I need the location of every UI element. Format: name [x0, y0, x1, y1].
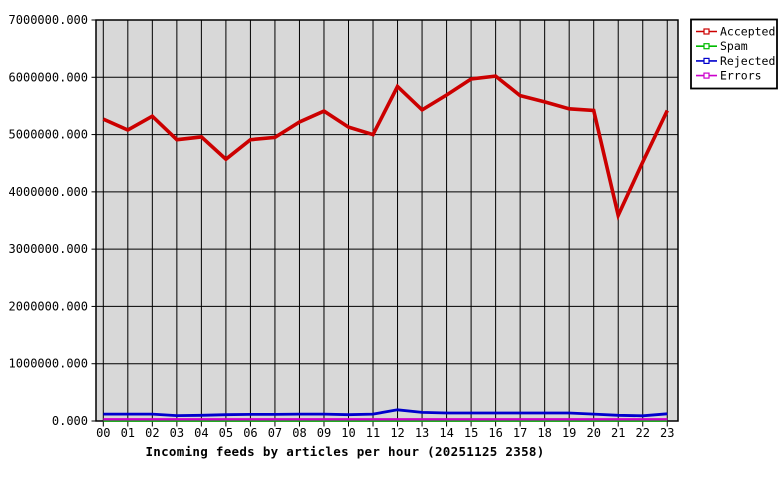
x-tick-label: 14 — [439, 426, 453, 440]
legend-marker — [703, 57, 710, 65]
series-line-rejected — [103, 408, 668, 418]
x-tick-label: 21 — [611, 426, 625, 440]
y-tick-label: 1000000.000 — [9, 357, 88, 371]
x-tick-label: 13 — [415, 426, 429, 440]
legend-marker — [703, 43, 710, 50]
x-tick-label: 22 — [636, 426, 650, 440]
legend-label: Errors — [720, 69, 762, 83]
legend-item-errors: Errors — [696, 69, 762, 83]
x-tick-label: 15 — [464, 426, 478, 440]
y-tick-label: 2000000.000 — [9, 299, 88, 313]
y-tick-label: 0.000 — [52, 414, 88, 428]
y-tick-label: 5000000.000 — [9, 128, 88, 142]
legend-item-rejected: Rejected — [696, 54, 775, 68]
y-tick-label: 3000000.000 — [9, 242, 88, 256]
x-tick-label: 07 — [268, 426, 282, 440]
legend-label: Rejected — [720, 54, 775, 68]
legend-label: Accepted — [720, 25, 775, 39]
x-tick-label: 23 — [660, 426, 674, 440]
x-tick-label: 20 — [586, 426, 600, 440]
y-tick-label: 4000000.000 — [9, 185, 88, 199]
y-tick-label: 7000000.000 — [9, 13, 88, 27]
x-tick-label: 02 — [145, 426, 159, 440]
x-tick-label: 16 — [488, 426, 502, 440]
x-tick-label: 17 — [513, 426, 527, 440]
legend-marker — [703, 72, 710, 79]
x-tick-label: 05 — [219, 426, 233, 440]
legend-label: Spam — [720, 39, 748, 53]
x-tick-label: 06 — [243, 426, 257, 440]
series-line-accepted — [102, 74, 669, 221]
x-tick-label: 08 — [292, 426, 306, 440]
x-tick-label: 11 — [366, 426, 380, 440]
x-tick-label: 03 — [170, 426, 184, 440]
plot-background — [96, 20, 678, 421]
chart-title: Incoming feeds by articles per hour (202… — [145, 444, 544, 459]
y-tick-label: 6000000.000 — [9, 70, 88, 84]
x-tick-label: 04 — [194, 426, 208, 440]
x-tick-label: 19 — [562, 426, 576, 440]
x-tick-label: 09 — [317, 426, 331, 440]
x-tick-label: 00 — [96, 426, 110, 440]
x-tick-label: 10 — [341, 426, 355, 440]
legend-item-accepted: Accepted — [696, 25, 775, 39]
x-tick-label: 18 — [537, 426, 551, 440]
x-tick-label: 01 — [121, 426, 135, 440]
legend-marker — [703, 28, 710, 35]
x-tick-label: 12 — [390, 426, 404, 440]
legend-item-spam: Spam — [696, 39, 748, 53]
